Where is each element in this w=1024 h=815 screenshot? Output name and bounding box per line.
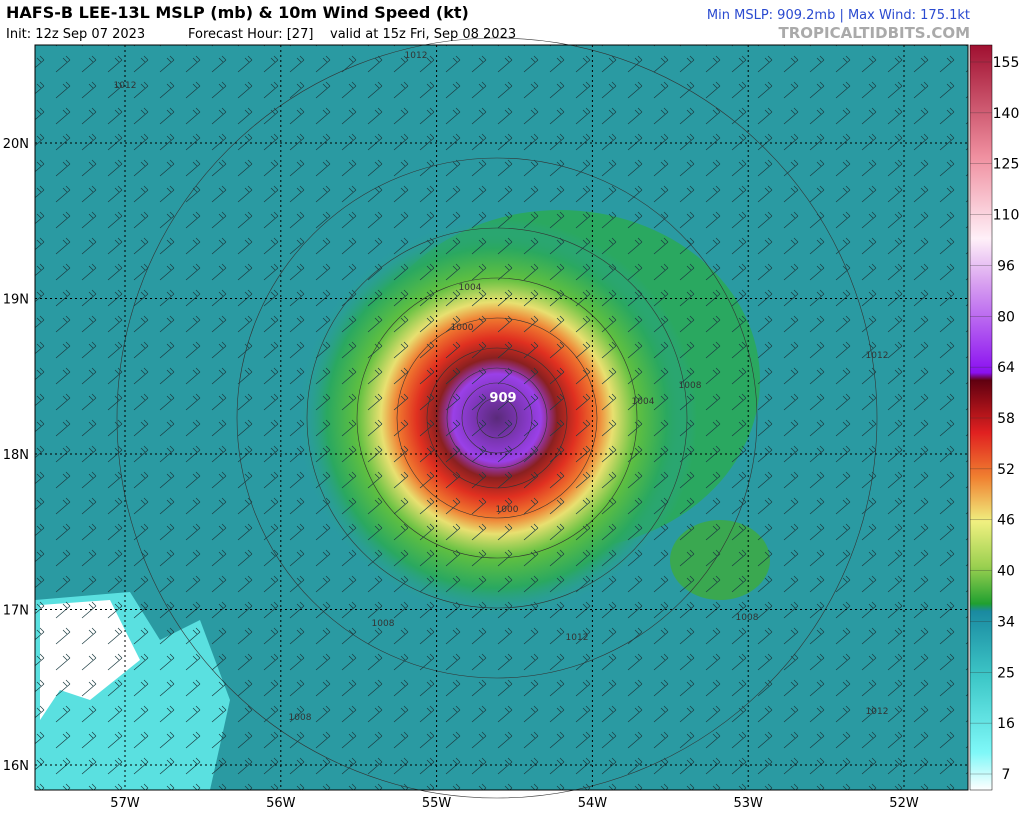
colorbar-label: 46 [997,513,1015,529]
contour-label: 1012 [866,351,889,361]
stats: Min MSLP: 909.2mb | Max Wind: 175.1kt [707,8,970,23]
colorbar [969,44,993,791]
forecast-hour: Forecast Hour: [27] [188,27,313,42]
contour-label: 1000 [496,505,519,515]
colorbar-label: 52 [997,462,1015,478]
valid-time: valid at 15z Fri, Sep 08 2023 [330,27,516,42]
contour-label: 1012 [114,81,137,91]
colorbar-label: 140 [993,106,1020,122]
colorbar-label: 7 [1002,767,1011,783]
longitude-label: 53W [733,796,763,811]
colorbar-label: 25 [997,665,1015,681]
contour-label: 1012 [866,707,889,717]
latitude-label: 16N [3,759,29,774]
contour-label: 1008 [736,613,759,623]
longitude-label: 54W [578,796,608,811]
colorbar-label: 96 [997,258,1015,274]
colorbar-label: 125 [993,157,1020,173]
init: Init: 12z Sep 07 2023 [6,27,145,42]
longitude-label: 52W [889,796,919,811]
contour-label: 909 [489,391,516,406]
colorbar-label: 34 [997,614,1015,630]
contour-label: 1008 [289,713,312,723]
contour-label: 1008 [372,619,395,629]
latitude-label: 18N [3,448,29,463]
latitude-label: 20N [3,137,29,152]
colorbar-label: 110 [993,208,1020,224]
colorbar-label: 58 [997,411,1015,427]
colorbar-label: 40 [997,564,1015,580]
longitude-label: 55W [422,796,452,811]
latitude-label: 17N [3,604,29,619]
map-frame [34,44,969,791]
contour-label: 1004 [459,283,482,293]
colorbar-label: 155 [993,55,1020,71]
contour-label: 1012 [566,633,589,643]
title: HAFS-B LEE-13L MSLP (mb) & 10m Wind Spee… [6,3,469,22]
colorbar-label: 80 [997,309,1015,325]
contour-label: 1004 [632,397,655,407]
contour-label: 1012 [405,51,428,61]
contour-label: 1000 [451,323,474,333]
wind-barbs [35,45,968,790]
colorbar-label: 64 [997,360,1015,376]
colorbar-label: 16 [997,716,1015,732]
longitude-label: 57W [110,796,140,811]
contour-label: 1008 [679,381,702,391]
site: TROPICALTIDBITS.COM [779,24,971,42]
latitude-label: 19N [3,293,29,308]
longitude-label: 56W [266,796,296,811]
